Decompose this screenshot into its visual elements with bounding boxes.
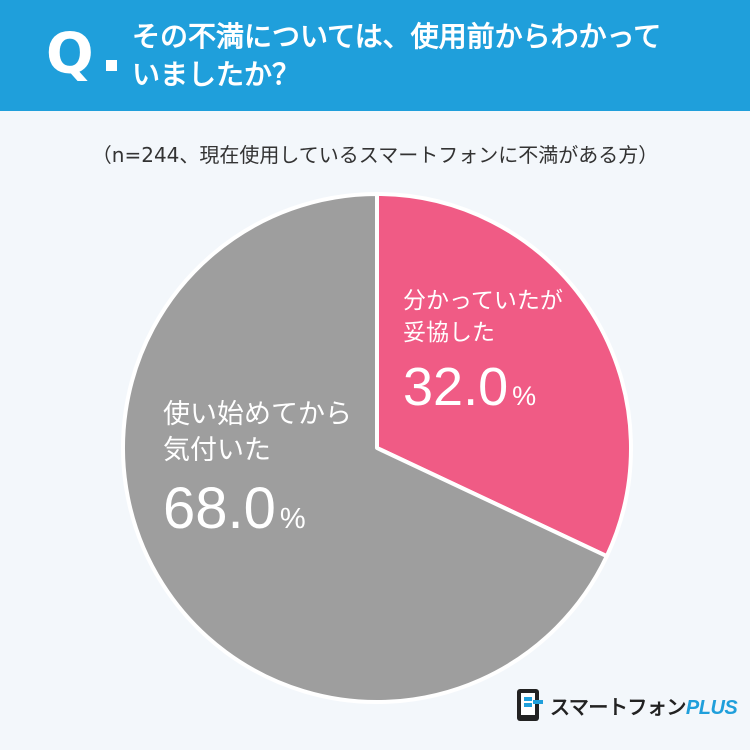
logo-text-accent: PLUS [685, 696, 738, 719]
question-text: その不満については、使用前からわかって いましたか？ [132, 18, 732, 94]
logo-text: スマートフォンPLUS [550, 691, 738, 720]
slice-label-1-line-1: 分かっていたが [403, 288, 563, 314]
sample-note: （n=244、現在使用しているスマートフォンに不満がある方） [91, 143, 659, 167]
question-line-2: いましたか？ [132, 58, 301, 91]
question-line-1: その不満については、使用前からわかって [132, 20, 662, 53]
slice-label-1-line-2: 妥協した [403, 320, 495, 346]
slice-unit-1: % [512, 381, 536, 411]
question-banner: Q その不満については、使用前からわかって いましたか？ [0, 0, 750, 111]
pie-slice-2 [121, 192, 609, 704]
brand-logo: スマートフォンPLUS [516, 688, 738, 722]
slice-label-2-line-1: 使い始めてから [163, 399, 352, 430]
logo-icon [517, 689, 543, 721]
logo-text-main: スマートフォン [550, 696, 686, 719]
pie-slice-1 [375, 192, 633, 559]
slice-label-2-line-2: 気付いた [163, 435, 271, 466]
slice-unit-2: % [280, 503, 306, 535]
pie-slices [121, 192, 633, 704]
question-mark: Q [46, 22, 94, 87]
question-mark-dot [106, 60, 117, 71]
